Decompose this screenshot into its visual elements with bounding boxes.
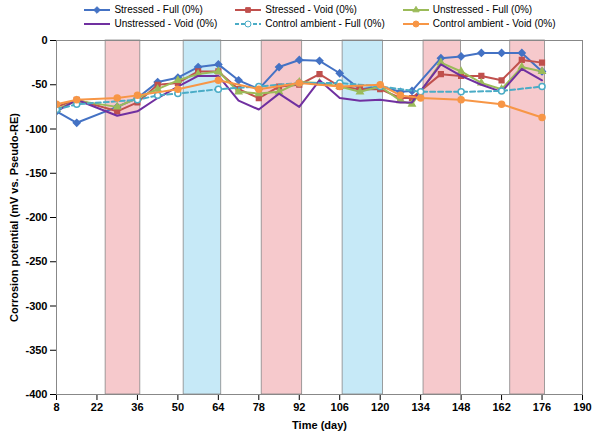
svg-text:162: 162 — [492, 401, 510, 413]
svg-text:Time (day): Time (day) — [292, 419, 347, 431]
svg-text:-100: -100 — [25, 123, 47, 135]
svg-text:-200: -200 — [25, 211, 47, 223]
svg-text:190: 190 — [573, 401, 591, 413]
svg-text:8: 8 — [53, 401, 59, 413]
html-text:Control ambient - Void (0%): Control ambient - Void (0%) — [432, 18, 556, 29]
svg-text:36: 36 — [131, 401, 143, 413]
svg-text:22: 22 — [91, 401, 103, 413]
svg-text:134: 134 — [411, 401, 430, 413]
svg-text:106: 106 — [331, 401, 349, 413]
svg-text:64: 64 — [212, 401, 225, 413]
svg-text:Corrosion potential (mV vs. Ps: Corrosion potential (mV vs. Pseudo-RE) — [8, 113, 20, 322]
html-text:Stressed - Void (0%): Stressed - Void (0%) — [265, 4, 357, 15]
html-text:Control ambient - Full (0%): Control ambient - Full (0%) — [265, 18, 385, 29]
svg-text:78: 78 — [253, 401, 265, 413]
svg-text:-50: -50 — [32, 78, 48, 90]
svg-text:-350: -350 — [25, 344, 47, 356]
svg-text:50: 50 — [172, 401, 184, 413]
svg-text:92: 92 — [293, 401, 305, 413]
svg-text:-150: -150 — [25, 167, 47, 179]
svg-text:0: 0 — [41, 34, 47, 46]
html-text:Stressed - Full (0%): Stressed - Full (0%) — [114, 4, 203, 15]
html-text:Unstressed - Full (0%): Unstressed - Full (0%) — [432, 4, 533, 15]
svg-text:148: 148 — [452, 401, 470, 413]
svg-text:-400: -400 — [25, 388, 47, 400]
svg-text:120: 120 — [371, 401, 389, 413]
svg-text:-300: -300 — [25, 300, 47, 312]
svg-text:-250: -250 — [25, 255, 47, 267]
html-text:Unstressed - Void (0%): Unstressed - Void (0%) — [114, 18, 218, 29]
svg-text:176: 176 — [533, 401, 551, 413]
